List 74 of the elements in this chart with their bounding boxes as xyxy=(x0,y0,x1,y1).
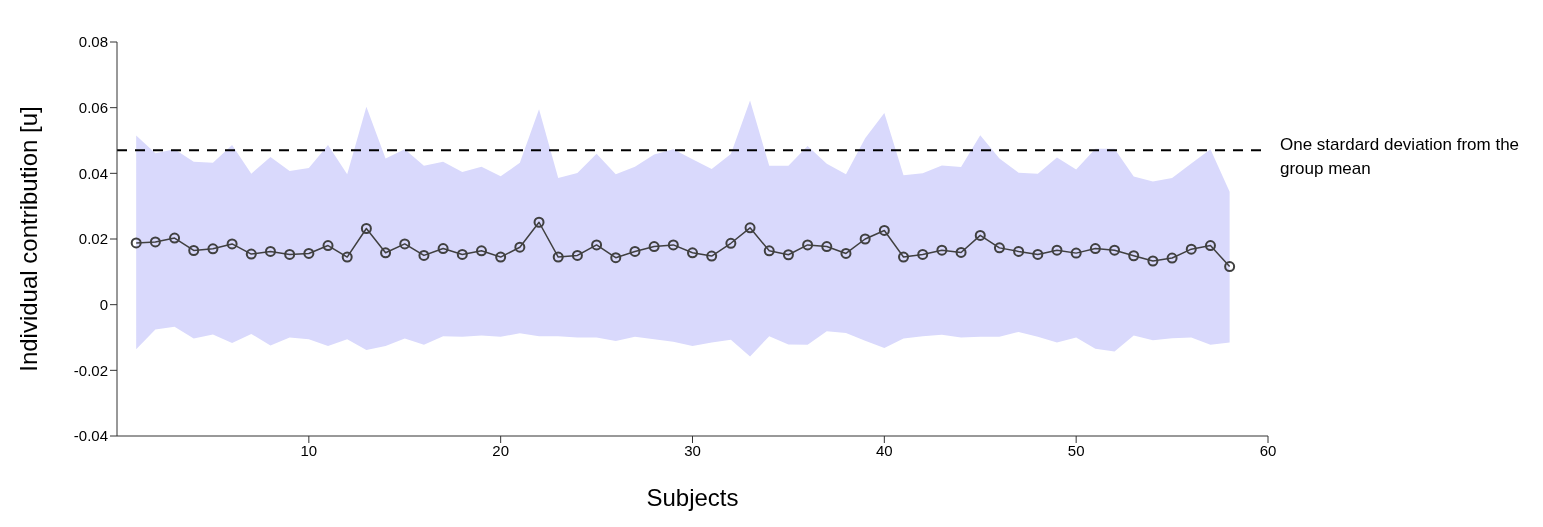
y-tick-label: 0.02 xyxy=(78,230,108,248)
point xyxy=(629,245,641,257)
point xyxy=(955,246,967,258)
point xyxy=(341,251,353,263)
x-tick-label: 50 xyxy=(1067,441,1085,459)
point xyxy=(782,249,794,261)
point xyxy=(245,248,257,260)
point xyxy=(571,249,583,261)
x-axis-title: Subjects xyxy=(646,484,739,511)
point xyxy=(1109,244,1121,256)
point xyxy=(648,241,660,253)
y-tick-label: -0.02 xyxy=(73,361,108,379)
point xyxy=(1032,248,1044,260)
point xyxy=(1051,244,1063,256)
point xyxy=(399,238,411,250)
x-tick-label: 60 xyxy=(1259,441,1277,459)
x-tick-label: 40 xyxy=(875,441,893,459)
point xyxy=(744,222,756,234)
point xyxy=(1204,240,1216,252)
point xyxy=(284,248,296,260)
y-tick-label: 0.04 xyxy=(78,164,108,182)
point xyxy=(149,236,161,248)
point xyxy=(207,243,219,255)
ref-line-label: One stardard deviation from the group mean xyxy=(1280,135,1520,179)
point xyxy=(264,245,276,257)
point xyxy=(380,247,392,259)
point xyxy=(687,247,698,259)
point xyxy=(993,242,1005,254)
point xyxy=(303,247,315,259)
point xyxy=(226,238,238,250)
point xyxy=(1070,247,1082,259)
point xyxy=(917,248,929,260)
point xyxy=(1147,255,1159,267)
point xyxy=(456,248,468,260)
point xyxy=(188,244,200,256)
point xyxy=(667,239,679,251)
point xyxy=(169,232,181,244)
point xyxy=(533,216,545,228)
y-axis-title: Individual contribution [u] xyxy=(14,106,42,372)
point xyxy=(591,239,603,251)
point xyxy=(821,241,833,253)
point xyxy=(322,240,334,252)
point xyxy=(1089,243,1101,255)
x-tick-label: 20 xyxy=(492,441,510,459)
point xyxy=(840,247,852,259)
point xyxy=(859,233,871,245)
point xyxy=(437,243,449,255)
x-tick-label: 10 xyxy=(300,441,318,459)
point xyxy=(495,251,507,263)
point xyxy=(1166,252,1178,264)
x-tick-label: 30 xyxy=(684,441,701,459)
point xyxy=(763,245,775,257)
point xyxy=(552,251,564,263)
point xyxy=(1013,245,1025,257)
point xyxy=(706,250,718,262)
y-tick-label: 0.08 xyxy=(78,33,108,51)
point xyxy=(1224,261,1236,273)
point xyxy=(725,237,737,249)
point xyxy=(514,241,526,253)
point xyxy=(360,222,372,234)
y-tick-label: -0.04 xyxy=(73,427,108,445)
point xyxy=(418,249,430,261)
y-tick-label: 0.06 xyxy=(78,98,108,116)
point xyxy=(1185,243,1197,255)
point xyxy=(130,237,142,249)
point xyxy=(1128,250,1140,262)
point xyxy=(936,244,948,256)
point xyxy=(802,239,814,251)
point xyxy=(610,252,622,264)
point xyxy=(878,224,890,236)
point xyxy=(898,251,910,263)
point xyxy=(475,245,487,257)
y-tick-label: 0 xyxy=(99,295,108,313)
point xyxy=(974,229,986,241)
